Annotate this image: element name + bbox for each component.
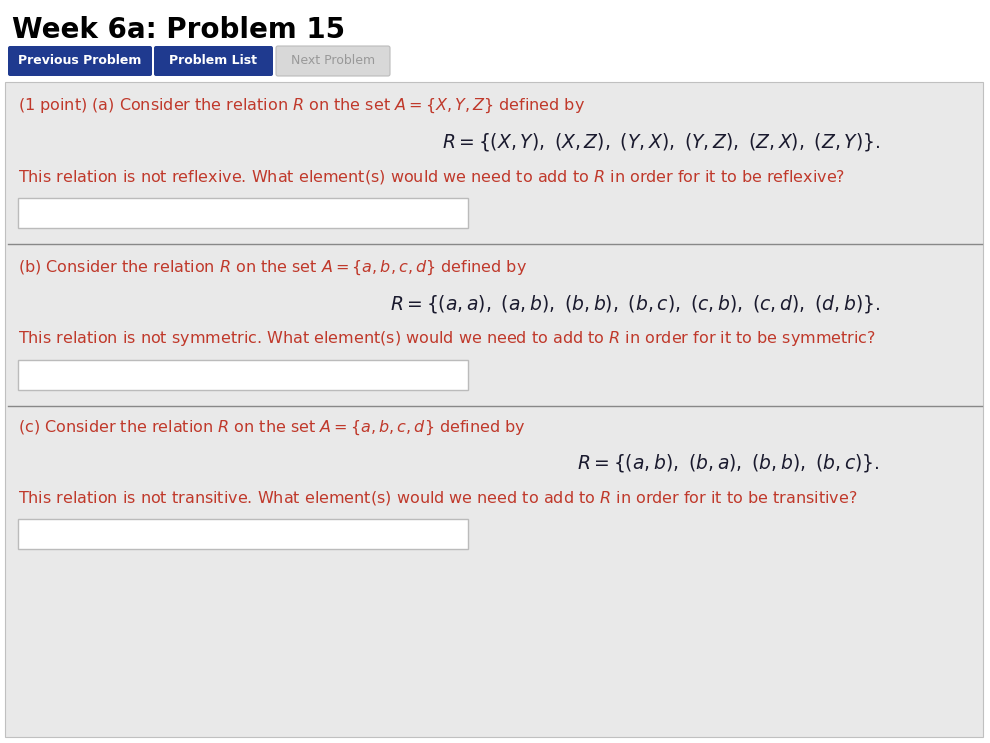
FancyBboxPatch shape — [154, 46, 273, 76]
Text: Previous Problem: Previous Problem — [18, 54, 142, 68]
FancyBboxPatch shape — [18, 519, 468, 549]
Text: This relation is not transitive. What element(s) would we need to add to $R$ in : This relation is not transitive. What el… — [18, 489, 857, 507]
Text: Next Problem: Next Problem — [291, 54, 375, 68]
Text: $R = \{(X,Y),\ (X,Z),\ (Y,X),\ (Y,Z),\ (Z,X),\ (Z,Y)\}.$: $R = \{(X,Y),\ (X,Z),\ (Y,X),\ (Y,Z),\ (… — [442, 131, 880, 153]
Text: $R = \{(a,a),\ (a,b),\ (b,b),\ (b,c),\ (c,b),\ (c,d),\ (d,b)\}.$: $R = \{(a,a),\ (a,b),\ (b,b),\ (b,c),\ (… — [390, 293, 880, 315]
Text: (1 point) (a) Consider the relation $R$ on the set $A = \{X, Y, Z\}$ defined by: (1 point) (a) Consider the relation $R$ … — [18, 97, 585, 115]
Text: This relation is not reflexive. What element(s) would we need to add to $R$ in o: This relation is not reflexive. What ele… — [18, 168, 845, 186]
FancyBboxPatch shape — [276, 46, 390, 76]
Text: This relation is not symmetric. What element(s) would we need to add to $R$ in o: This relation is not symmetric. What ele… — [18, 329, 876, 348]
Text: (c) Consider the relation $R$ on the set $A = \{a, b, c, d\}$ defined by: (c) Consider the relation $R$ on the set… — [18, 419, 526, 437]
Text: Week 6a: Problem 15: Week 6a: Problem 15 — [12, 16, 346, 44]
Text: (b) Consider the relation $R$ on the set $A = \{a, b, c, d\}$ defined by: (b) Consider the relation $R$ on the set… — [18, 259, 527, 277]
FancyBboxPatch shape — [5, 82, 983, 737]
FancyBboxPatch shape — [18, 360, 468, 390]
FancyBboxPatch shape — [8, 46, 152, 76]
Text: $R = \{(a,b),\ (b,a),\ (b,b),\ (b,c)\}.$: $R = \{(a,b),\ (b,a),\ (b,b),\ (b,c)\}.$ — [577, 452, 880, 474]
FancyBboxPatch shape — [18, 198, 468, 228]
Text: Problem List: Problem List — [169, 54, 257, 68]
